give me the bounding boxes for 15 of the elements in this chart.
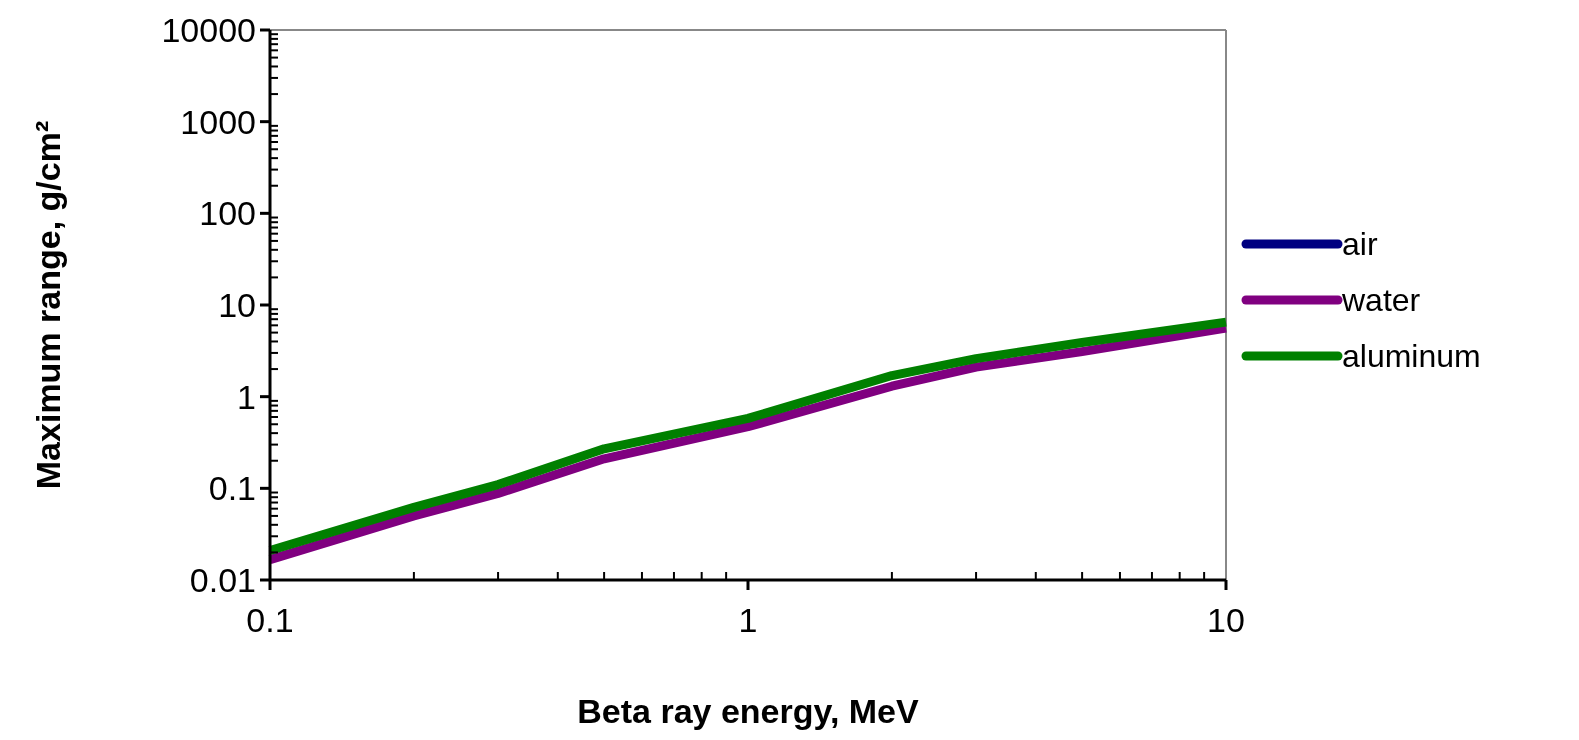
y-tick-label: 10: [218, 285, 256, 324]
y-tick-label: 10000: [161, 10, 256, 49]
legend-label: water: [1341, 282, 1421, 319]
legend-label: air: [1342, 226, 1378, 263]
y-tick-label: 0.1: [208, 469, 256, 508]
x-tick-label: 0.1: [246, 601, 294, 639]
x-tick-label: 1: [738, 601, 758, 639]
x-axis-title: Beta ray energy, MeV: [577, 692, 920, 730]
legend-label: aluminum: [1342, 338, 1481, 375]
y-tick-label: 1: [237, 377, 256, 416]
y-tick-label: 100: [199, 194, 256, 233]
y-axis-title: Maximum range, g/cm²: [29, 120, 67, 490]
y-tick-label: 0.01: [189, 560, 256, 599]
x-tick-label: 10: [1207, 601, 1245, 639]
y-tick-label: 1000: [180, 102, 256, 141]
